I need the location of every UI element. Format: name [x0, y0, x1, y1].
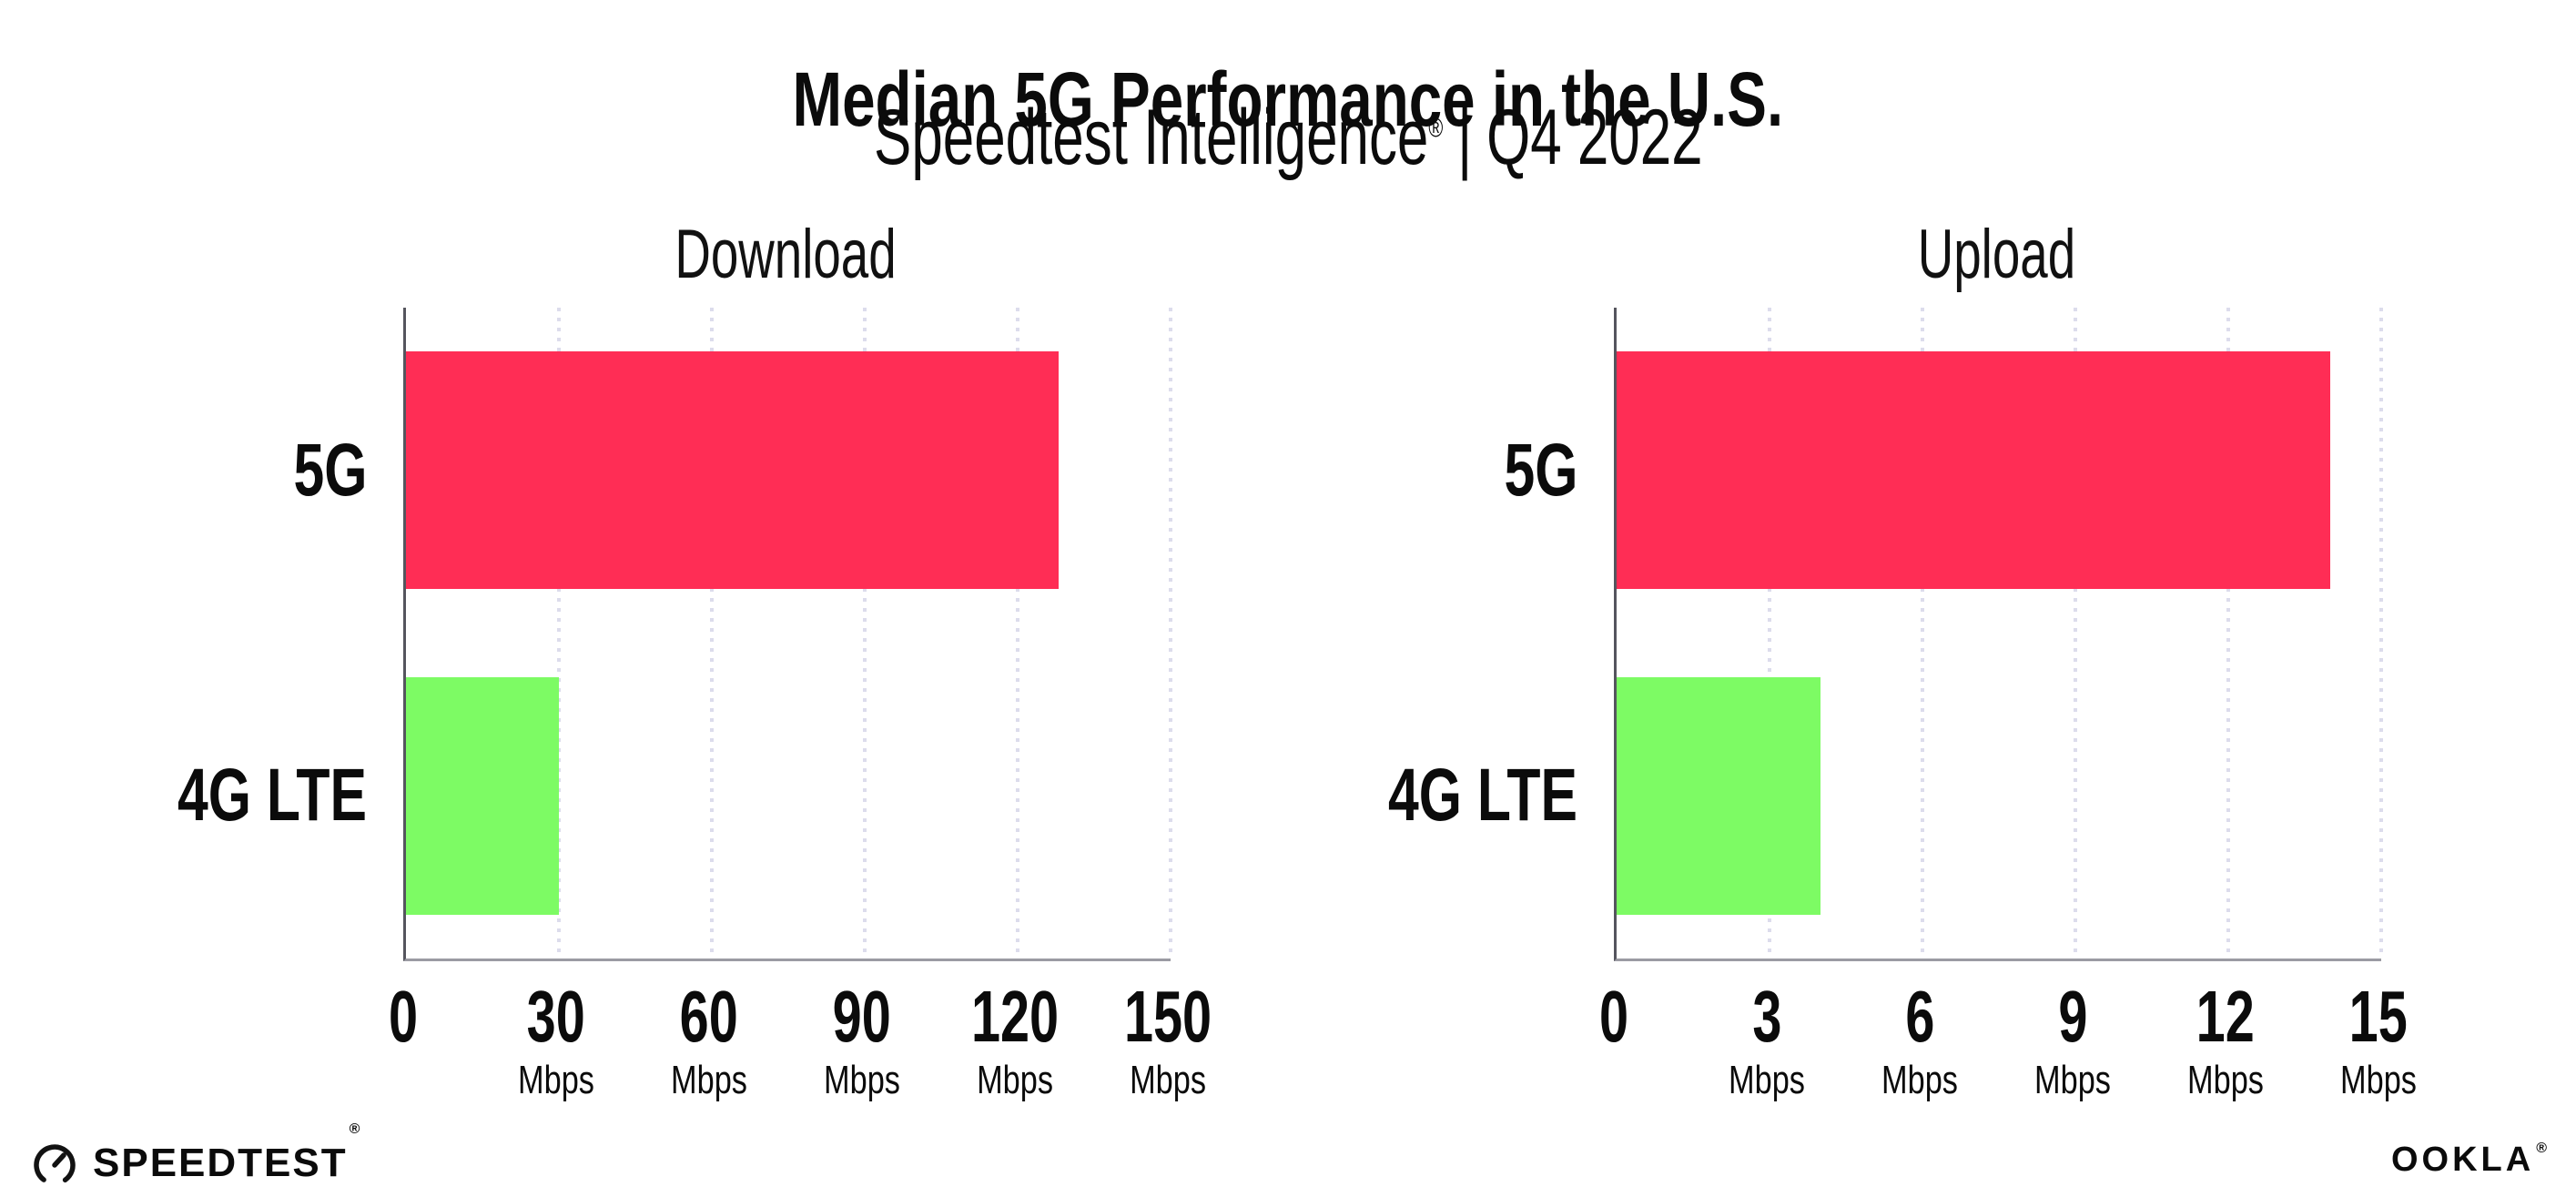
x-tick-unit: Mbps	[518, 1058, 594, 1102]
x-tick-unit: Mbps	[2034, 1058, 2111, 1102]
download-chart: Download 5G 4G LTE 0 30 Mbps 60 Mbps 90 Mbps 120…	[177, 0, 1212, 1197]
download-category-axis: 5G 4G LTE	[64, 308, 367, 959]
download-chart-title: Download	[403, 213, 1168, 297]
download-plot-area	[403, 308, 1172, 961]
x-tick-unit: Mbps	[1729, 1058, 1805, 1102]
upload-plot-area	[1614, 308, 2383, 961]
gridline	[557, 308, 561, 959]
upload-x-axis-ticks: 0 3 Mbps 6 Mbps 9 Mbps 12 Mbps 15 Mbps	[1599, 979, 2417, 1134]
gridline	[1169, 308, 1172, 959]
x-tick-15: 15 Mbps	[2329, 979, 2428, 1103]
x-tick-unit: Mbps	[2340, 1058, 2417, 1102]
x-tick-60: 60 Mbps	[660, 979, 758, 1103]
ookla-wordmark: OOKLA	[2390, 1140, 2535, 1179]
gridline	[710, 308, 714, 959]
page-title: Median 5G Performance in the U.S.	[0, 51, 2576, 147]
x-tick-12: 12 Mbps	[2176, 979, 2275, 1103]
upload-category-axis: 5G 4G LTE	[1274, 308, 1577, 959]
bar-4g-lte	[406, 676, 559, 915]
speedtest-gauge-icon	[34, 1144, 76, 1186]
gridline	[2074, 308, 2077, 959]
x-tick-120: 120 Mbps	[954, 979, 1075, 1103]
subtitle-period: Q4 2022	[1486, 94, 1703, 181]
x-tick-90: 90 Mbps	[813, 979, 911, 1103]
category-label-5g: 5G	[293, 428, 367, 512]
gridline	[2379, 308, 2383, 959]
gridline	[1016, 308, 1019, 959]
x-tick-unit: Mbps	[977, 1058, 1053, 1102]
subtitle-separator: |	[1456, 94, 1472, 181]
subtitle-brand: Speedtest Intelligence	[873, 94, 1429, 181]
bar-5g	[1617, 351, 2330, 590]
x-tick-unit: Mbps	[1881, 1058, 1958, 1102]
gridline	[1768, 308, 1771, 959]
category-label-4g-lte: 4G LTE	[177, 754, 367, 837]
x-tick-150: 150 Mbps	[1107, 979, 1228, 1103]
page-title-text: Median 5G Performance in the U.S.	[792, 56, 1784, 143]
category-label-4g-lte: 4G LTE	[1388, 754, 1577, 837]
x-tick-0: 0	[388, 976, 419, 1057]
gridline	[863, 308, 867, 959]
x-tick-30: 30 Mbps	[507, 979, 605, 1103]
x-tick-6: 6 Mbps	[1871, 979, 1969, 1103]
x-tick-3: 3 Mbps	[1718, 979, 1816, 1103]
bar-5g	[406, 351, 1059, 590]
registered-mark: ®	[1428, 113, 1443, 144]
x-tick-9: 9 Mbps	[2023, 979, 2122, 1103]
download-chart-title-text: Download	[674, 216, 897, 293]
category-label-5g: 5G	[1504, 428, 1577, 512]
x-tick-unit: Mbps	[824, 1058, 900, 1102]
x-tick-unit: Mbps	[2187, 1058, 2264, 1102]
upload-chart-title-text: Upload	[1917, 216, 2075, 293]
x-tick-0: 0	[1598, 976, 1629, 1057]
bar-4g-lte	[1617, 676, 1820, 915]
x-tick-unit: Mbps	[671, 1058, 747, 1102]
gridline	[1921, 308, 1924, 959]
upload-chart: Upload 5G 4G LTE 0 3 Mbps 6 Mbps 9 Mbps 12 Mbps 15…	[1388, 0, 2417, 1197]
gridline	[2226, 308, 2230, 959]
page-subtitle: Speedtest Intelligence® | Q4 2022	[0, 91, 2576, 184]
x-tick-unit: Mbps	[1130, 1058, 1206, 1102]
speedtest-wordmark: SPEEDTEST®	[93, 1121, 362, 1186]
speedtest-logo: SPEEDTEST®	[31, 1121, 362, 1191]
ookla-logo: OOKLA ®	[2390, 1140, 2551, 1179]
upload-chart-title: Upload	[1614, 213, 2378, 297]
speedtest-registered-mark: ®	[349, 1121, 362, 1137]
download-x-axis-ticks: 0 30 Mbps 60 Mbps 90 Mbps 120 Mbps 150 Mbps	[389, 979, 1212, 1134]
